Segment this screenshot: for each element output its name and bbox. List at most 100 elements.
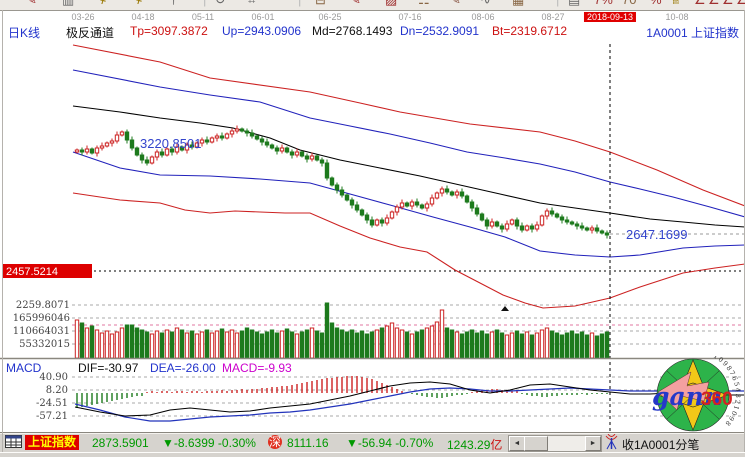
candle-body xyxy=(129,139,135,149)
date-tick: 06-01 xyxy=(251,12,275,22)
scroll-left-button[interactable]: ◄ xyxy=(509,436,525,451)
volume-bar xyxy=(319,332,325,359)
volume-bar xyxy=(119,327,125,359)
candle-body xyxy=(389,211,395,219)
volume-bar xyxy=(279,330,285,359)
toolbar-icon-17[interactable]: ▤ xyxy=(568,0,580,6)
toolbar-icon-16[interactable]: | xyxy=(556,0,559,6)
toolbar-icon-6[interactable]: ↺ xyxy=(215,0,226,6)
index-name-badge[interactable]: 上证指数 xyxy=(25,435,80,450)
toolbar-icon-3[interactable]: ҂ xyxy=(136,0,143,6)
candle-body xyxy=(564,219,570,223)
toolbar-icon-20[interactable]: % xyxy=(650,0,662,6)
volume-bar xyxy=(344,331,350,359)
volume-bar xyxy=(509,332,515,359)
volume-bar xyxy=(409,333,415,359)
candle-body xyxy=(139,154,145,161)
toolbar-icon-7[interactable]: ⌗ xyxy=(248,0,255,6)
date-tick: 08-06 xyxy=(471,12,495,22)
candle-body xyxy=(194,142,200,148)
tick-feed-label[interactable]: 收1A0001分笔 xyxy=(622,438,700,452)
toolbar-icon-18[interactable]: 7% xyxy=(594,0,613,6)
indicator-label[interactable]: 极反通道 xyxy=(66,26,115,40)
toolbar-icon-11[interactable]: ▨ xyxy=(385,0,397,6)
toolbar-icon-22[interactable]: ∠ xyxy=(694,0,706,6)
scrollbar-thumb[interactable] xyxy=(524,436,548,451)
toolbar-icon-9[interactable]: ⊟ xyxy=(315,0,326,6)
candle-body xyxy=(569,221,575,225)
volume-bar xyxy=(129,324,135,359)
candle-body xyxy=(304,155,310,160)
toolbar-icon-0[interactable]: ✎ xyxy=(26,0,37,6)
candle-body xyxy=(369,219,375,226)
candle-body xyxy=(284,147,290,153)
price-annotation: 3220.8501 xyxy=(140,136,201,151)
candle-body xyxy=(454,191,460,196)
toolbar-icon-15[interactable]: ▦ xyxy=(512,0,524,6)
volume-bar xyxy=(79,322,85,359)
toolbar-icon-13[interactable]: ✎ xyxy=(450,0,461,6)
volume-bar xyxy=(359,330,365,359)
volume-bar xyxy=(224,331,230,359)
horizontal-scrollbar[interactable]: ◄ ► xyxy=(508,435,602,452)
volume-bar xyxy=(374,329,380,359)
candle-body xyxy=(434,192,440,199)
volume-bar xyxy=(264,331,270,359)
macd-pane-label[interactable]: MACD xyxy=(6,361,42,375)
shenzhen-badge[interactable]: 深 xyxy=(268,435,282,449)
volume-bar xyxy=(184,332,190,359)
toolbar-icon-14[interactable]: ∿ xyxy=(480,0,491,6)
volume-bar xyxy=(304,329,310,359)
macd-axis-label: -57.21 xyxy=(36,411,68,422)
candle-body xyxy=(354,204,360,211)
volume-bar xyxy=(394,327,400,359)
candle-body xyxy=(449,191,455,196)
window-left-edge xyxy=(2,10,3,452)
toolbar-icon-24[interactable]: ∠ xyxy=(722,0,734,6)
candle-body xyxy=(239,128,245,132)
toolbar-icon-23[interactable]: ∠ xyxy=(708,0,720,6)
volume-bar xyxy=(314,330,320,359)
turnover-unit: 亿 xyxy=(490,438,503,452)
volume-bar xyxy=(519,333,525,359)
bt-value: Bt=2319.6712 xyxy=(492,24,568,38)
candle-body xyxy=(259,138,265,143)
candle-body xyxy=(204,139,210,143)
volume-bar xyxy=(324,302,330,359)
candle-body xyxy=(484,219,490,227)
quote-table-icon[interactable] xyxy=(5,435,23,449)
volume-bar xyxy=(379,327,385,359)
volume-bar xyxy=(484,333,490,359)
candle-body xyxy=(464,195,470,203)
candle-body xyxy=(269,144,275,149)
volume-bar xyxy=(439,309,445,359)
candle-body xyxy=(314,155,320,161)
candle-body xyxy=(219,135,225,139)
toolbar-icon-2[interactable]: ҂ xyxy=(100,0,107,6)
top-toolbar[interactable]: ✎▥҂҂†|↺⌗|⊟✎▨⚏✎∿▦|▤7%70%♕∠∠∠∠ xyxy=(0,0,745,11)
toolbar-icon-5[interactable]: | xyxy=(203,0,206,6)
period-label[interactable]: 日K线 xyxy=(8,26,41,40)
candle-body xyxy=(214,135,220,139)
toolbar-icon-12[interactable]: ⚏ xyxy=(418,0,430,6)
toolbar-icon-8[interactable]: | xyxy=(298,0,301,6)
kline-chart[interactable]: 2259.8071 165996046 110664031 55332015 2457.… xyxy=(0,40,745,360)
macd-chart[interactable]: 40.90 8.20 -24.51 -57.21 xyxy=(0,360,745,432)
volume-bar xyxy=(159,332,165,359)
volume-bar xyxy=(219,328,225,359)
toolbar-icon-25[interactable]: ∠ xyxy=(736,0,745,6)
candle-body xyxy=(349,199,355,206)
candle-body xyxy=(479,213,485,221)
level-price-text: 2457.5214 xyxy=(6,266,58,278)
candle-body xyxy=(119,131,125,136)
toolbar-icon-10[interactable]: ✎ xyxy=(350,0,361,6)
candle-body xyxy=(489,221,495,227)
volume-bar xyxy=(124,324,130,359)
toolbar-icon-21[interactable]: ♕ xyxy=(670,0,682,6)
date-tick: 06-25 xyxy=(318,12,342,22)
toolbar-icon-4[interactable]: † xyxy=(170,0,177,6)
toolbar-icon-19[interactable]: 70 xyxy=(622,0,636,6)
dn-value: Dn=2532.9091 xyxy=(400,24,480,38)
scroll-right-button[interactable]: ► xyxy=(585,436,601,451)
toolbar-icon-1[interactable]: ▥ xyxy=(62,0,74,6)
